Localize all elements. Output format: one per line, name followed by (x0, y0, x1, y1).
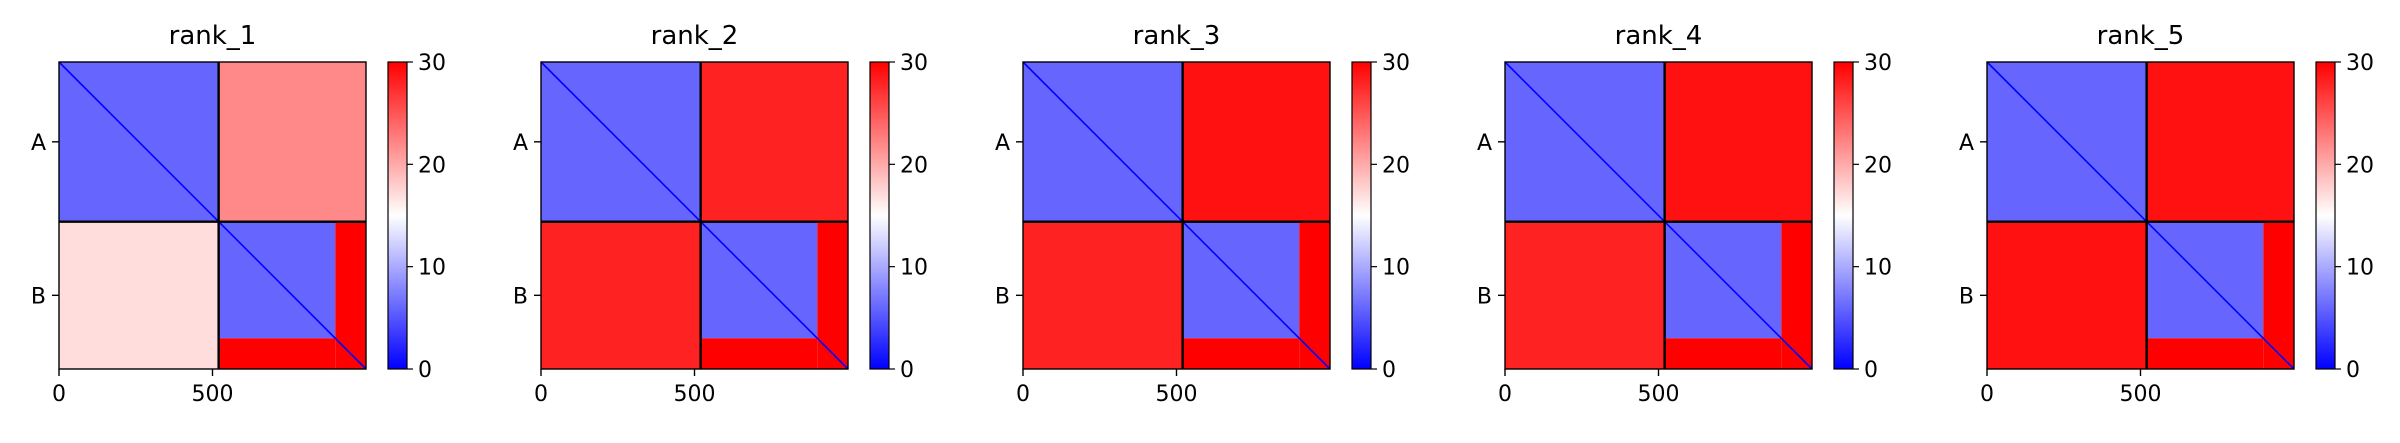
block-b-tail-bottom (218, 338, 336, 369)
colorbar (2315, 61, 2336, 370)
panel-1: rank_1 A B 0 500 0 10 20 30 (31, 21, 446, 407)
block-b-tail-right (817, 221, 848, 369)
panel-title: rank_2 (651, 21, 739, 51)
colorbar-tick-label: 20 (1864, 153, 1892, 178)
colorbar-tick-label: 10 (1382, 256, 1410, 281)
panel-4: rank_4 A B 0 500 0 10 20 30 (1477, 21, 1892, 407)
colorbar-tick-label: 0 (2346, 358, 2360, 383)
colorbar-tick-label: 30 (1382, 51, 1410, 76)
block-b-tail-right (1299, 221, 1330, 369)
block-a-b (218, 62, 366, 222)
y-tick-label-b: B (995, 284, 1010, 309)
colorbar-tick-label: 0 (1382, 358, 1396, 383)
colorbar-tick-label: 10 (418, 256, 446, 281)
colorbar (1351, 61, 1372, 370)
colorbar-tick-label: 10 (2346, 256, 2374, 281)
block-b-a (1023, 221, 1183, 369)
block-b-tail-right (335, 221, 366, 369)
colorbar-tick-label: 30 (418, 51, 446, 76)
panel-3: rank_3 A B 0 500 0 10 20 30 (995, 21, 1410, 407)
y-tick-label-a: A (1477, 131, 1492, 156)
x-tick-label: 0 (534, 382, 548, 407)
block-b-tail-bottom (1664, 338, 1782, 369)
block-b-tail-bottom (2146, 338, 2264, 369)
block-a-b (2146, 62, 2294, 222)
y-tick-label-b: B (1477, 284, 1492, 309)
diagonal-line (1022, 61, 1331, 370)
block-b-a (541, 221, 701, 369)
colorbar-tick-label: 30 (1864, 51, 1892, 76)
y-tick-label-a: A (1959, 131, 1974, 156)
diagonal-line (58, 61, 367, 370)
colorbar (869, 61, 890, 370)
colorbar-tick-label: 20 (900, 153, 928, 178)
y-tick-label-a: A (995, 131, 1010, 156)
colorbar-tick-label: 0 (1864, 358, 1878, 383)
x-tick-label: 0 (52, 382, 66, 407)
block-b-tail-right (1781, 221, 1812, 369)
colorbar-tick-label: 10 (900, 256, 928, 281)
block-b-tail-right (2263, 221, 2294, 369)
block-a-b (700, 62, 848, 222)
colorbar-tick-label: 0 (900, 358, 914, 383)
colorbar-tick-label: 30 (900, 51, 928, 76)
y-tick-label-b: B (513, 284, 528, 309)
panel-title: rank_5 (2097, 21, 2185, 51)
block-b-a (59, 221, 219, 369)
colorbar-tick-label: 30 (2346, 51, 2374, 76)
panel-title: rank_4 (1615, 21, 1703, 51)
block-b-tail-bottom (700, 338, 818, 369)
x-tick-label: 500 (2120, 382, 2162, 407)
y-tick-label-b: B (31, 284, 46, 309)
colorbar-tick-label: 0 (418, 358, 432, 383)
y-tick-label-a: A (513, 131, 528, 156)
y-tick-label-b: B (1959, 284, 1974, 309)
diagonal-line (1986, 61, 2295, 370)
x-tick-label: 500 (1638, 382, 1680, 407)
colorbar-tick-label: 20 (418, 153, 446, 178)
colorbar-tick-label: 20 (1382, 153, 1410, 178)
diagonal-line (1504, 61, 1813, 370)
x-tick-label: 0 (1498, 382, 1512, 407)
x-tick-label: 0 (1016, 382, 1030, 407)
block-a-b (1664, 62, 1812, 222)
block-b-a (1505, 221, 1665, 369)
x-tick-label: 500 (674, 382, 716, 407)
colorbar (1833, 61, 1854, 370)
block-b-a (1987, 221, 2147, 369)
panel-title: rank_1 (169, 21, 257, 51)
colorbar-tick-label: 10 (1864, 256, 1892, 281)
block-a-b (1182, 62, 1330, 222)
colorbar-tick-label: 20 (2346, 153, 2374, 178)
x-tick-label: 500 (1156, 382, 1198, 407)
x-tick-label: 0 (1980, 382, 1994, 407)
colorbar (387, 61, 408, 370)
y-tick-label-a: A (31, 131, 46, 156)
diagonal-line (540, 61, 849, 370)
block-b-tail-bottom (1182, 338, 1300, 369)
panel-5: rank_5 A B 0 500 0 10 20 30 (1959, 21, 2374, 407)
panel-2: rank_2 A B 0 500 0 10 20 30 (513, 21, 928, 407)
panel-title: rank_3 (1133, 21, 1221, 51)
x-tick-label: 500 (192, 382, 234, 407)
